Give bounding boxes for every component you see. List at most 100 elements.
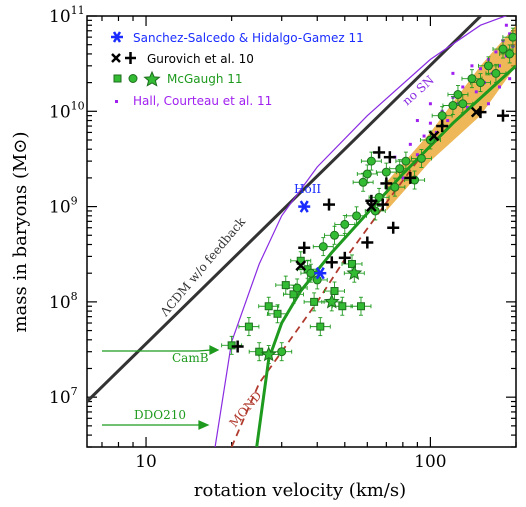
y-tick-label: 1011	[49, 4, 85, 27]
mcgaugh-square-point	[347, 259, 356, 268]
sanchez-asterisk-point	[299, 200, 309, 213]
hall-point	[486, 102, 490, 106]
mcgaugh-square-point	[255, 347, 264, 356]
mcgaugh-circle-point	[505, 49, 515, 59]
mcgaugh-square-point	[273, 309, 282, 318]
mcgaugh-square-point	[289, 290, 298, 299]
hall-point	[415, 119, 419, 123]
x-tick-label: 100	[414, 452, 446, 472]
mcgaugh-star-point	[323, 293, 340, 309]
hall-point	[428, 102, 432, 106]
mcgaugh-star-point	[346, 264, 363, 280]
y-tick-label: 107	[49, 385, 78, 408]
mcgaugh-circle-point	[352, 211, 362, 221]
hall-point	[478, 67, 482, 71]
hall-point	[461, 85, 465, 89]
mcgaugh-circle-point	[401, 156, 411, 166]
hall-point	[498, 85, 502, 89]
mcgaugh-fit-line	[255, 64, 516, 447]
hall-point	[451, 71, 455, 75]
hall-point	[508, 32, 512, 36]
sanchez-asterisk-point	[315, 267, 325, 280]
legend-label-sanchez: Sanchez-Salcedo & Hidalgo-Gamez 11	[133, 31, 364, 45]
hall-point	[446, 119, 450, 123]
hall-point	[401, 176, 405, 180]
mcgaugh-circle-point	[362, 169, 372, 179]
hall-point	[504, 23, 508, 27]
hall-point	[465, 105, 469, 109]
hall-point	[508, 77, 512, 81]
mcgaugh-circle-point	[390, 182, 400, 192]
mcgaugh-circle-point	[448, 101, 458, 111]
mcgaugh-circle-point	[491, 68, 501, 78]
hall-point	[428, 121, 432, 125]
y-tick-label: 108	[49, 290, 78, 313]
mcgaugh-circle-point	[292, 283, 302, 293]
mcgaugh-square-point	[281, 281, 290, 290]
mcgaugh-circle-point	[416, 153, 426, 163]
annotation-arrows	[102, 345, 220, 430]
model-band	[386, 25, 516, 211]
x-axis-label: rotation velocity (km/s)	[194, 480, 406, 501]
mcgaugh-square-point	[356, 302, 365, 311]
mcgaugh-circle-point	[374, 192, 384, 202]
mcgaugh-circle-point	[381, 167, 391, 177]
lcdm-line	[87, 16, 483, 403]
axis-ticks: 10 100 107 108 109 1010 1011	[49, 4, 517, 472]
legend-label-hall: Hall, Courteau et al. 11	[133, 94, 272, 108]
x-tick-label: 10	[135, 452, 157, 472]
y-tick-label: 1010	[49, 99, 85, 122]
legend-label-mcgaugh: McGaugh 11	[167, 72, 243, 86]
hall-point	[494, 50, 498, 54]
gurovich-cross-point	[365, 201, 377, 212]
mcgaugh-circle-point	[453, 90, 463, 100]
annotation-camb: CamB	[172, 351, 209, 365]
legend-marker-mcgaugh	[113, 70, 161, 87]
gurovich-cross-point	[295, 260, 307, 272]
legend-label-gurovich: Gurovich et al. 10	[147, 52, 254, 66]
annotation-ddo210: DDO210	[134, 408, 186, 422]
mcgaugh-circle-point	[340, 219, 350, 229]
mcgaugh-circle-point	[306, 268, 316, 278]
mcgaugh-square-point	[264, 302, 273, 311]
gurovich-cross-point	[470, 106, 482, 118]
mcgaugh-circle-point	[277, 347, 287, 357]
gurovich-cross-point	[428, 130, 440, 142]
mcgaugh-square-point	[330, 287, 339, 296]
mcgaugh-circle-point	[437, 111, 447, 121]
legend-marker-gurovich	[111, 52, 136, 64]
mcgaugh-square-point	[338, 302, 347, 311]
mcgaugh-circle-point	[358, 177, 368, 187]
hall-point	[422, 134, 426, 138]
mcgaugh-circle-point	[329, 230, 339, 240]
mcgaugh-square-point	[244, 322, 253, 331]
mcgaugh-square-point	[310, 297, 319, 306]
mcgaugh-circle-point	[318, 242, 328, 252]
hall-point	[474, 90, 478, 94]
mcgaugh-circle-point	[483, 61, 493, 71]
annotation-holl: HoII	[294, 182, 321, 196]
hall-point	[415, 153, 419, 157]
y-axis-label: mass in baryons (M⊙)	[10, 131, 31, 332]
mcgaugh-circle-point	[475, 78, 485, 88]
mcgaugh-circle-point	[395, 164, 405, 174]
mcgaugh-circle-point	[508, 32, 516, 42]
legend-marker-sanchez	[111, 31, 123, 43]
mcgaugh-square-point	[316, 322, 325, 331]
annotation-lcdm: ΛCDM w/o feedback	[157, 214, 249, 319]
y-tick-label: 109	[49, 195, 78, 218]
legend-marker-hall	[115, 100, 118, 103]
mcgaugh-star-point	[260, 346, 277, 362]
hall-point	[498, 64, 502, 68]
no-sn-line	[214, 16, 508, 447]
hall-point	[408, 142, 412, 146]
legend: Sanchez-Salcedo & Hidalgo-Gamez 11 Gurov…	[111, 31, 364, 108]
mcgaugh-circle-point	[498, 44, 508, 54]
plot-area	[87, 16, 516, 447]
hall-point	[470, 64, 474, 68]
plot-frame	[86, 15, 517, 448]
mcgaugh-circle-point	[366, 156, 376, 166]
mcgaugh-circle-point	[458, 99, 468, 109]
mcgaugh-circle-point	[467, 74, 477, 84]
